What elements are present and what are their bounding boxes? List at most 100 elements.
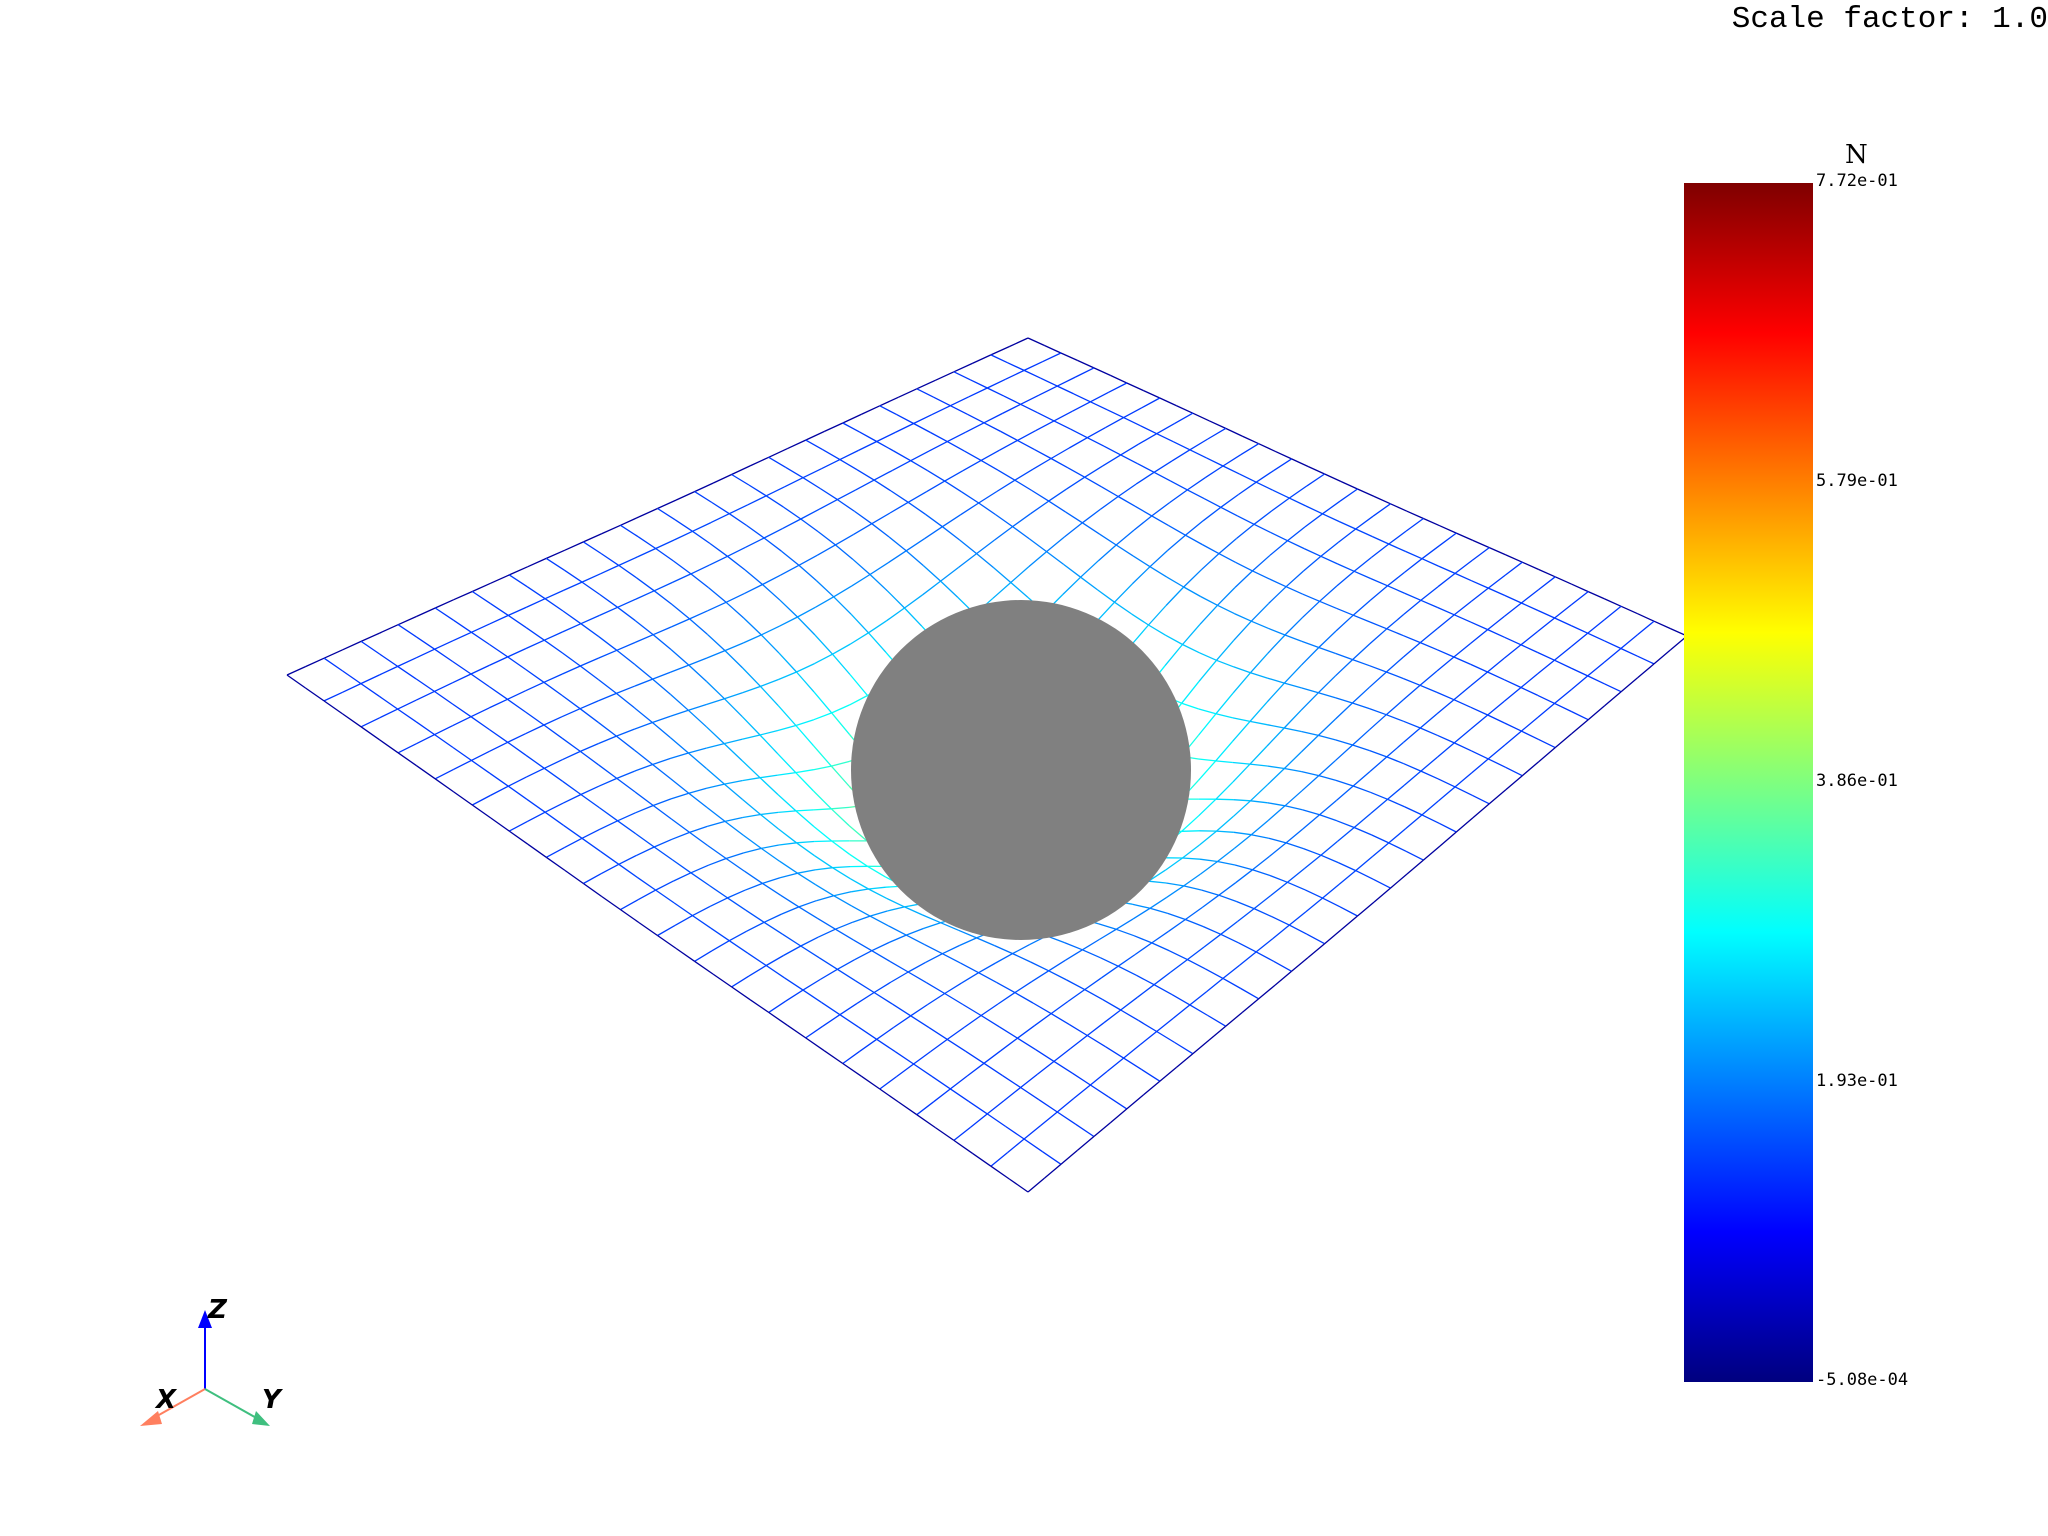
mesh-edge	[360, 717, 380, 728]
mesh-edge	[526, 598, 546, 608]
mesh-edge	[1073, 393, 1091, 403]
mesh-edge	[452, 703, 472, 718]
mesh-edge	[953, 371, 971, 381]
mesh-edge	[706, 649, 726, 659]
mesh-edge	[599, 820, 618, 830]
mesh-edge	[342, 670, 362, 685]
colorbar-label-3: 3.86e-01	[1816, 771, 1898, 791]
y-axis-arrow	[252, 1411, 270, 1426]
mesh-edge	[1453, 656, 1471, 665]
mesh-edge	[1357, 488, 1375, 497]
mesh-edge	[1102, 454, 1122, 467]
mesh-edge	[1537, 617, 1556, 632]
mesh-edge	[960, 502, 980, 516]
mesh-edge	[507, 741, 527, 756]
mesh-edge	[759, 774, 778, 779]
mesh-edge	[1504, 636, 1522, 646]
mesh-edge	[1520, 673, 1539, 689]
mesh-edge	[1336, 607, 1354, 616]
mesh-edge	[471, 631, 490, 646]
mesh-edge	[744, 583, 763, 595]
mesh-edge	[1404, 558, 1423, 573]
mesh-edge	[823, 1050, 844, 1065]
mesh-edge	[675, 947, 695, 962]
mesh-edge	[837, 968, 857, 982]
mesh-edge	[980, 459, 999, 471]
mesh-edge	[1403, 720, 1421, 729]
mesh-edge	[1189, 449, 1207, 459]
mesh-edge	[1065, 949, 1083, 961]
mesh-edge	[1232, 761, 1251, 765]
mesh-edge	[795, 769, 814, 774]
mesh-edge	[842, 1050, 861, 1065]
mesh-edge	[1284, 727, 1302, 733]
mesh-edge	[657, 507, 676, 521]
mesh-edge	[1352, 729, 1370, 746]
mesh-edge	[1105, 1046, 1124, 1059]
mesh-edge	[690, 573, 709, 589]
mesh-edge	[1252, 855, 1270, 871]
mesh-edge	[1287, 526, 1306, 542]
mesh-edge	[673, 872, 692, 882]
mesh-edge	[708, 587, 727, 603]
mesh-edge	[1235, 869, 1253, 884]
mesh-edge	[780, 894, 800, 908]
mesh-edge	[637, 889, 657, 901]
mesh-edge	[1403, 727, 1421, 743]
mesh-edge	[1504, 722, 1522, 732]
mesh-edge	[652, 678, 671, 695]
mesh-edge	[916, 1101, 934, 1116]
deformed-mesh	[286, 337, 1688, 1193]
mesh-edge	[690, 864, 709, 874]
mesh-edge	[1351, 686, 1370, 704]
mesh-edge	[1089, 1070, 1108, 1086]
mesh-edge	[731, 465, 751, 476]
mesh-edge	[1233, 800, 1251, 817]
mesh-edge	[833, 891, 852, 897]
mesh-edge	[1073, 1084, 1091, 1099]
mesh-edge	[853, 523, 873, 535]
mesh-edge	[618, 564, 637, 579]
mesh-edge	[1084, 977, 1102, 991]
mesh-edge	[995, 953, 1013, 964]
mesh-edge	[1218, 894, 1237, 903]
mesh-edge	[783, 945, 802, 957]
mesh-edge	[1487, 700, 1505, 716]
mesh-edge	[1620, 634, 1638, 650]
mesh-edge	[1199, 858, 1218, 863]
mesh-edge	[563, 569, 583, 583]
mesh-edge	[1421, 558, 1439, 567]
mesh-edge	[1637, 613, 1655, 622]
mesh-edge	[1284, 617, 1303, 636]
mesh-edge	[543, 767, 563, 782]
mesh-edge	[434, 734, 454, 749]
mesh-edge	[653, 838, 673, 848]
mesh-edge	[953, 362, 973, 373]
mesh-edge	[489, 772, 509, 787]
mesh-edge	[600, 850, 620, 865]
mesh-edge	[1653, 649, 1671, 665]
mesh-edge	[620, 899, 639, 911]
mesh-edge	[805, 1037, 825, 1052]
mesh-edge	[777, 794, 797, 812]
mesh-edge	[1123, 1044, 1141, 1059]
mesh-edge	[946, 441, 965, 452]
mesh-edge	[1189, 991, 1207, 1006]
mesh-edge	[636, 547, 656, 558]
mesh-edge	[1149, 566, 1168, 578]
mesh-edge	[635, 590, 655, 600]
mesh-edge	[1301, 775, 1320, 792]
mesh-edge	[544, 759, 563, 769]
mesh-edge	[1040, 1111, 1058, 1127]
mesh-edge	[1253, 908, 1272, 918]
mesh-edge	[1067, 467, 1086, 478]
mesh-edge	[652, 798, 672, 807]
mesh-edge	[831, 704, 850, 714]
mesh-edge	[601, 524, 621, 535]
mesh-edge	[867, 865, 886, 878]
mesh-edge	[1241, 998, 1260, 1014]
mesh-edge	[926, 480, 946, 493]
mesh-edge	[1318, 759, 1337, 777]
mesh-edge	[724, 738, 743, 745]
